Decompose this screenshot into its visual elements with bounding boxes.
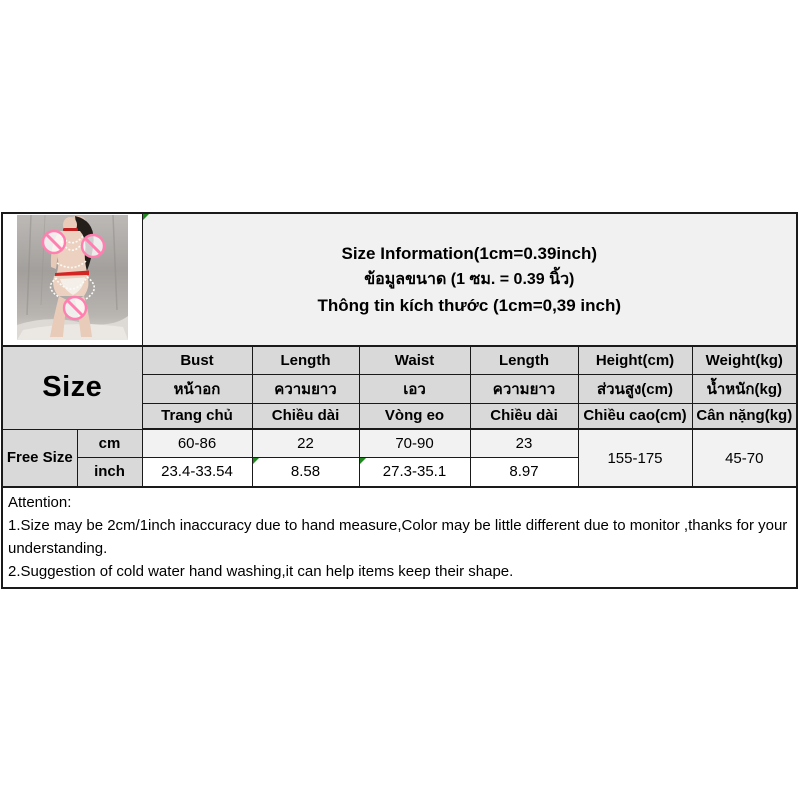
col-header-weight-th: น้ำหนัก(kg) [691,373,798,404]
col-header-weight-en: Weight(kg) [691,345,798,375]
censor-icon [62,295,87,321]
attention-note-2: 2.Suggestion of cold water hand washing,… [8,563,514,580]
col-header-length1-en: Length [251,345,360,375]
col-header-waist-vi: Vòng eo [358,402,471,430]
weight-range-value: 45-70 [691,428,798,488]
col-header-length1-th: ความยาว [251,373,360,404]
attention-note-1: 1.Size may be 2cm/1inch inaccuracy due t… [8,517,788,557]
col-header-length2-en: Length [469,345,579,375]
left-leg [49,296,67,337]
col-header-length1-vi: Chiều dài [251,402,360,430]
title-english: Size Information(1cm=0.39inch) [341,243,598,263]
col-header-waist-th: เอว [358,373,471,404]
length1-cm-value: 22 [251,428,360,458]
length2-cm-value: 23 [469,428,579,458]
censor-icon [80,233,105,259]
col-header-height-vi: Chiều cao(cm) [577,402,693,430]
comment-marker-icon [143,214,149,220]
title-vietnamese: Thông tin kích thước (1cm=0,39 inch) [317,295,622,315]
header-row-english: Size Bust Length Waist Length Height(cm)… [1,345,798,430]
length2-inch-value: 8.97 [469,456,579,488]
length1-inch-text: 8.58 [290,463,321,481]
col-header-length2-vi: Chiều dài [469,402,579,430]
censor-icons [41,229,105,321]
comment-marker-icon [360,458,366,464]
attention-cell: Attention: 1.Size may be 2cm/1inch inacc… [1,486,798,589]
data-row-inch: inch 23.4-33.54 8.58 27.3-35.1 8.97 [2,456,797,488]
bust-inch-value: 23.4-33.54 [141,456,253,488]
length1-inch-value: 8.58 [251,456,360,488]
attention-heading: Attention: [8,494,72,511]
col-header-waist-en: Waist [358,345,471,375]
panties [59,277,85,295]
data-row-cm: Free Size cm 60-86 22 70-90 23 155-175 4… [1,428,798,488]
free-size-label: Free Size [1,428,78,488]
product-photo [16,214,128,340]
size-table: Size Information(1cm=0.39inch) ข้อมูลขนา… [1,212,799,589]
col-header-bust-th: หน้าอก [141,373,253,404]
waist-inch-text: 27.3-35.1 [382,463,447,481]
col-header-weight-vi: Cân nặng(kg) [691,402,798,430]
col-header-length2-th: ความยาว [469,373,579,404]
header-row-vietnamese: Trang chủ Chiều dài Vòng eo Chiều dài Ch… [2,402,798,430]
comment-marker-icon [253,458,259,464]
unit-label-inch: inch [76,456,143,488]
col-header-bust-en: Bust [141,345,253,375]
product-photo-cell [1,212,143,347]
size-chart: Size Information(1cm=0.39inch) ข้อมูลขนา… [1,212,799,589]
size-information-title-cell: Size Information(1cm=0.39inch) ข้อมูลขนา… [141,212,798,347]
col-header-bust-vi: Trang chủ [141,402,253,430]
unit-label-cm: cm [76,428,143,458]
waist-inch-value: 27.3-35.1 [358,456,471,488]
col-header-height-th: ส่วนสูง(cm) [577,373,693,404]
censor-icon [41,229,66,255]
size-corner-label: Size [1,345,143,430]
col-header-height-en: Height(cm) [577,345,693,375]
title-thai: ข้อมูลขนาด (1 ซม. = 0.39 นิ้ว) [364,270,575,288]
height-range-value: 155-175 [577,428,693,488]
red-choker [62,228,78,232]
attention-row: Attention: 1.Size may be 2cm/1inch inacc… [1,486,798,589]
title-row: Size Information(1cm=0.39inch) ข้อมูลขนา… [1,212,798,347]
waist-cm-value: 70-90 [358,428,471,458]
bust-cm-value: 60-86 [141,428,253,458]
